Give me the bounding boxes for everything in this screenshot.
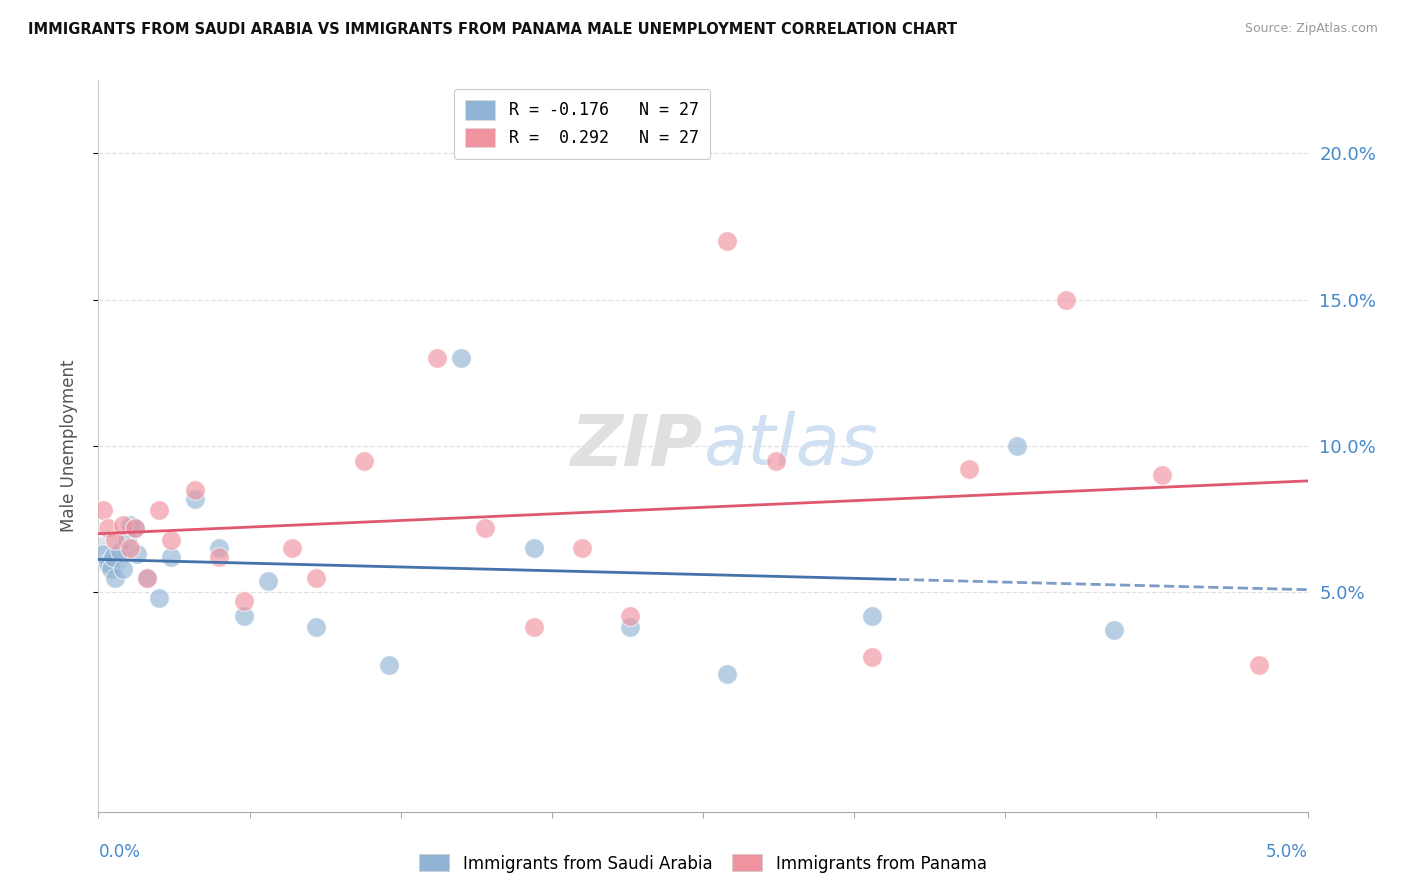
Point <box>124 521 146 535</box>
Point <box>127 547 149 561</box>
Point <box>1249 658 1271 673</box>
Point <box>208 550 231 565</box>
Legend: R = -0.176   N = 27, R =  0.292   N = 27: R = -0.176 N = 27, R = 0.292 N = 27 <box>454 88 710 159</box>
Point <box>160 550 183 565</box>
Point <box>117 533 139 547</box>
Point <box>148 591 170 606</box>
Text: atlas: atlas <box>703 411 877 481</box>
Point <box>184 491 207 506</box>
Point <box>148 503 170 517</box>
Point <box>281 541 304 556</box>
Point <box>184 483 207 497</box>
Text: IMMIGRANTS FROM SAUDI ARABIA VS IMMIGRANTS FROM PANAMA MALE UNEMPLOYMENT CORRELA: IMMIGRANTS FROM SAUDI ARABIA VS IMMIGRAN… <box>28 22 957 37</box>
Point <box>860 649 883 664</box>
Point <box>232 594 254 608</box>
Point <box>100 547 122 561</box>
Point <box>100 562 122 576</box>
Point <box>523 541 546 556</box>
Point <box>108 544 131 558</box>
Point <box>124 521 146 535</box>
Point <box>111 562 134 576</box>
Point <box>1102 624 1125 638</box>
Point <box>474 521 496 535</box>
Point <box>1007 439 1029 453</box>
Point <box>118 541 141 556</box>
Point <box>118 518 141 533</box>
Point <box>305 620 328 634</box>
Point <box>716 234 738 248</box>
Point <box>91 503 114 517</box>
Point <box>571 541 593 556</box>
Point <box>104 533 127 547</box>
Point <box>208 541 231 556</box>
Point <box>256 574 278 588</box>
Legend: Immigrants from Saudi Arabia, Immigrants from Panama: Immigrants from Saudi Arabia, Immigrants… <box>413 847 993 880</box>
Point <box>957 462 980 476</box>
Point <box>1054 293 1077 307</box>
Point <box>860 608 883 623</box>
Point <box>97 556 120 570</box>
Point <box>523 620 546 634</box>
Point <box>104 571 127 585</box>
Point <box>135 571 157 585</box>
Point <box>426 351 449 366</box>
Point <box>716 667 738 681</box>
Point <box>160 533 183 547</box>
Y-axis label: Male Unemployment: Male Unemployment <box>59 359 77 533</box>
Point <box>111 518 134 533</box>
Point <box>305 571 328 585</box>
Point <box>450 351 472 366</box>
Text: 5.0%: 5.0% <box>1265 843 1308 861</box>
Text: Source: ZipAtlas.com: Source: ZipAtlas.com <box>1244 22 1378 36</box>
Point <box>91 547 114 561</box>
Point <box>232 608 254 623</box>
Point <box>97 521 120 535</box>
Point <box>1152 468 1174 483</box>
Point <box>619 608 641 623</box>
Text: ZIP: ZIP <box>571 411 703 481</box>
Point <box>765 453 787 467</box>
Point <box>353 453 375 467</box>
Point <box>619 620 641 634</box>
Point <box>377 658 399 673</box>
Point <box>101 550 124 565</box>
Point <box>135 571 157 585</box>
Text: 0.0%: 0.0% <box>98 843 141 861</box>
